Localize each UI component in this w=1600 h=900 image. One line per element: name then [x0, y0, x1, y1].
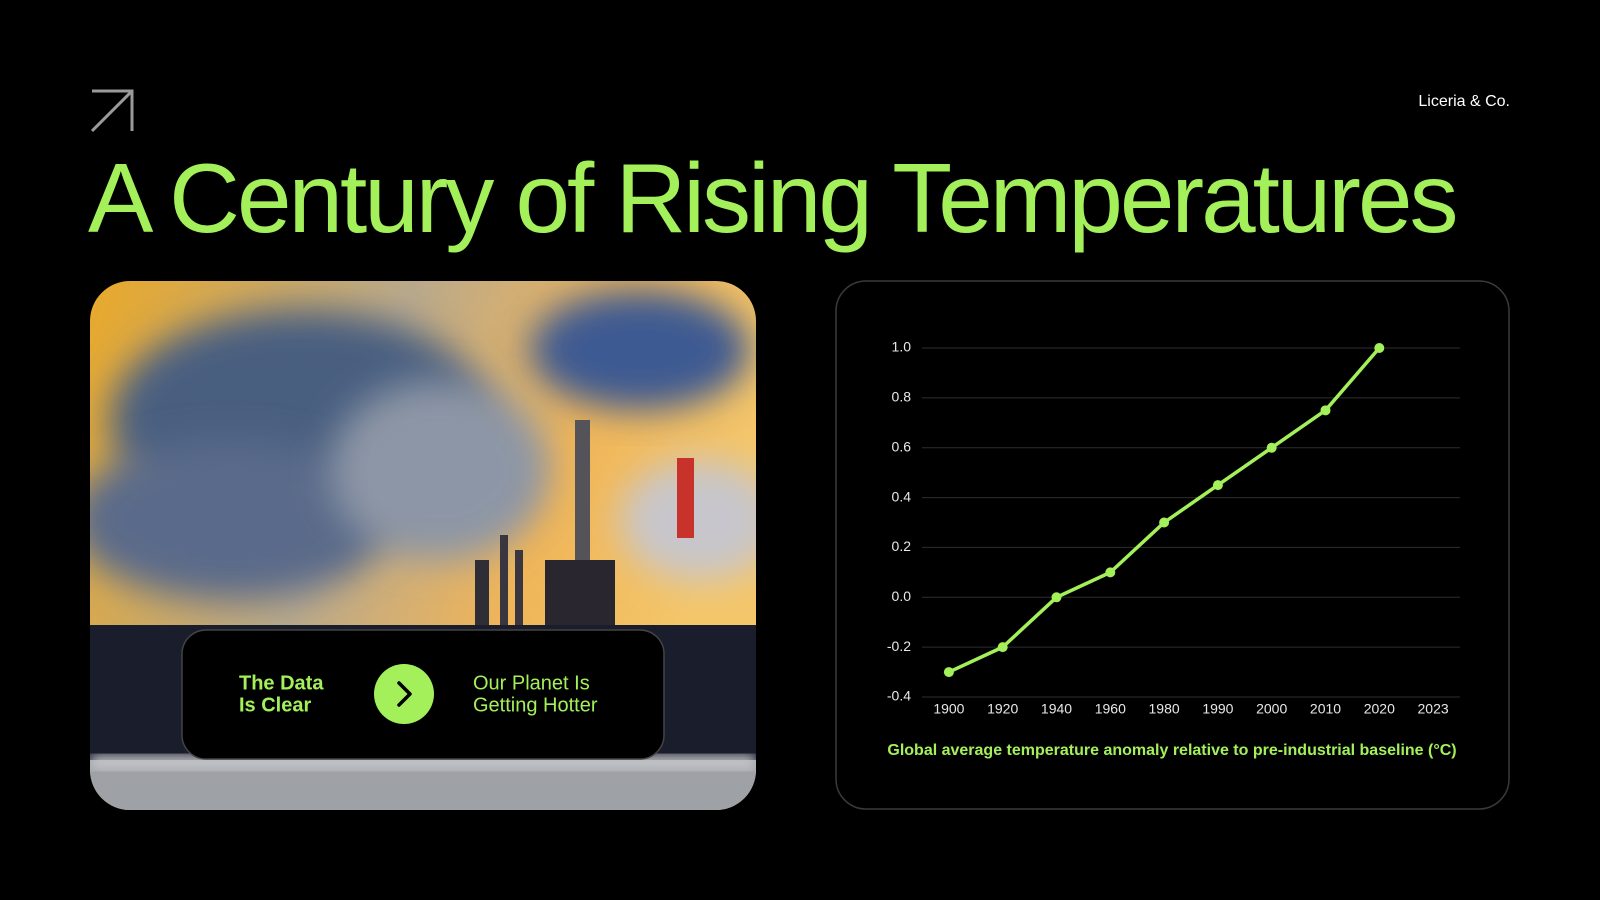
point	[1374, 343, 1385, 353]
y-tick-label: 0.0	[892, 588, 912, 604]
x-tick-label: 2020	[1364, 701, 1395, 717]
point	[943, 667, 954, 678]
point	[1105, 567, 1116, 578]
callout-right: Our Planet Is	[473, 672, 590, 694]
arrow-icon	[90, 89, 134, 133]
y-tick-label: -0.2	[887, 638, 911, 654]
y-tick-label: 1.0	[892, 339, 912, 355]
y-tick-label: 0.4	[892, 488, 912, 504]
y-tick-label: 0.6	[892, 438, 912, 454]
x-axis-label: Global average temperature anomaly relat…	[887, 742, 1456, 759]
x-tick-label: 2000	[1256, 701, 1287, 717]
next-button[interactable]	[374, 664, 434, 724]
chart-card	[835, 280, 1510, 810]
y-tick-label: 0.2	[892, 538, 912, 554]
point	[1320, 405, 1331, 416]
chart: -0.4 -0.2 0.0 0.2 0.4 0.6 0.8 1.0 1900 1920 1940 19…	[887, 339, 1460, 717]
y-tick-label: -0.4	[887, 688, 911, 704]
x-tick-label: 1920	[987, 701, 1018, 717]
callout-left: The Data	[239, 672, 324, 694]
x-tick-label: 1900	[933, 701, 964, 717]
x-tick-label: 2023	[1418, 701, 1449, 717]
point	[997, 642, 1008, 653]
callout-left: Is Clear	[239, 694, 311, 716]
point	[1266, 442, 1277, 453]
slide-title: A Century of Rising Temperatures	[88, 143, 1455, 253]
point	[1159, 517, 1170, 528]
point	[1212, 480, 1223, 491]
brand: Liceria & Co.	[1418, 93, 1510, 110]
y-tick-label: 0.8	[892, 389, 912, 405]
x-tick-label: 1960	[1095, 701, 1126, 717]
callout-right: Getting Hotter	[473, 694, 598, 716]
x-tick-label: 1990	[1202, 701, 1233, 717]
x-tick-label: 1940	[1041, 701, 1072, 717]
x-tick-label: 2010	[1310, 701, 1341, 717]
x-tick-label: 1980	[1149, 701, 1180, 717]
point	[1051, 592, 1062, 603]
